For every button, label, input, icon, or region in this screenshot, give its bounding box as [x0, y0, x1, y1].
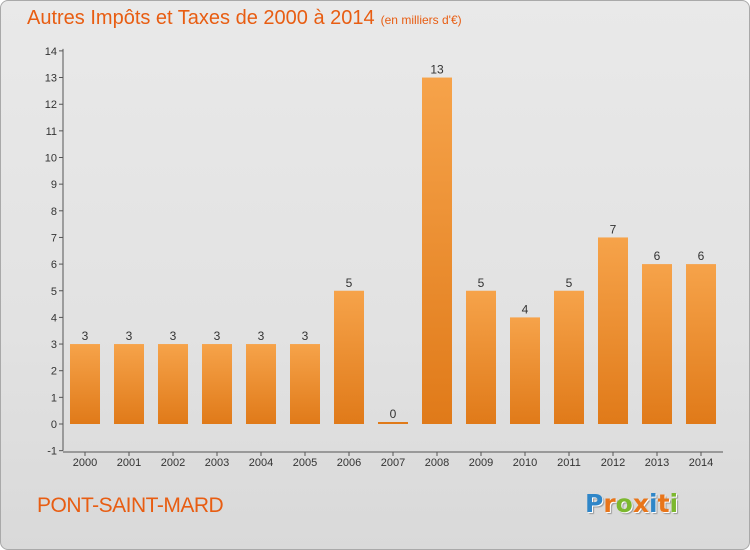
x-tick-label-2006: 2006 — [337, 457, 361, 469]
x-tick-label-2010: 2010 — [513, 457, 537, 469]
data-label-2014: 6 — [698, 249, 705, 263]
bar-2011 — [554, 290, 584, 424]
bar-2008 — [422, 77, 452, 425]
y-tick-label-10: 10 — [45, 153, 57, 165]
x-tick-label-2011: 2011 — [557, 457, 581, 469]
data-label-2002: 3 — [170, 329, 177, 343]
bar-2012 — [598, 237, 628, 424]
logo-letter-6: i — [669, 489, 679, 518]
x-tick-label-2012: 2012 — [601, 457, 625, 469]
chart-unit-note: (en milliers d'€) — [380, 13, 462, 27]
bar-2009 — [466, 290, 496, 424]
bar-2004 — [246, 344, 276, 424]
bar-2003 — [202, 344, 232, 424]
y-tick-label-12: 12 — [45, 99, 57, 111]
y-tick-label-14: 14 — [45, 46, 57, 58]
data-label-2009: 5 — [478, 276, 485, 290]
data-label-2008: 13 — [430, 63, 444, 77]
x-tick-label-2003: 2003 — [205, 457, 229, 469]
x-tick-label-2005: 2005 — [293, 457, 317, 469]
data-label-2006: 5 — [346, 276, 353, 290]
data-label-2005: 3 — [302, 329, 309, 343]
data-label-2012: 7 — [610, 222, 617, 236]
chart-title-text: Autres Impôts et Taxes de 2000 à 2014 — [27, 7, 375, 29]
y-tick-label-3: 3 — [51, 339, 57, 351]
x-tick-label-2009: 2009 — [469, 457, 493, 469]
y-tick-label-1: 1 — [51, 392, 57, 404]
bar-2005 — [290, 344, 320, 424]
logo-letter-2: o — [615, 489, 633, 518]
logo-letter-0: P — [585, 489, 604, 518]
commune-name: PONT-SAINT-MARD — [37, 494, 224, 517]
y-tick-label-11: 11 — [46, 126, 57, 138]
x-tick-label-2013: 2013 — [645, 457, 669, 469]
logo-letter-1: r — [603, 489, 616, 518]
data-label-2003: 3 — [214, 329, 221, 343]
y-tick-label-9: 9 — [51, 179, 57, 191]
proxiti-logo[interactable]: Proxiti — [585, 489, 678, 518]
x-tick-label-2002: 2002 — [161, 457, 185, 469]
data-label-2001: 3 — [126, 329, 133, 343]
y-tick-label-4: 4 — [51, 312, 57, 324]
y-tick-label-2: 2 — [51, 366, 57, 378]
logo-letter-4: i — [649, 489, 658, 518]
bar-2006 — [334, 290, 364, 424]
x-tick-label-2008: 2008 — [425, 457, 449, 469]
data-label-2013: 6 — [654, 249, 661, 263]
logo-letter-5: t — [657, 489, 670, 518]
x-tick-label-2004: 2004 — [249, 457, 273, 469]
x-tick-label-2014: 2014 — [689, 457, 713, 469]
x-tick-label-2001: 2001 — [117, 457, 141, 469]
bar-2010 — [510, 317, 540, 424]
chart-title: Autres Impôts et Taxes de 2000 à 2014 (en… — [27, 7, 462, 30]
data-label-2007: 0 — [390, 407, 397, 421]
y-tick-label-13: 13 — [45, 73, 57, 85]
y-tick-label-5: 5 — [51, 286, 57, 298]
y-tick-label-8: 8 — [51, 206, 57, 218]
data-label-2011: 5 — [566, 276, 573, 290]
y-tick-label-7: 7 — [51, 232, 57, 244]
data-label-2000: 3 — [82, 329, 89, 343]
bar-2001 — [114, 344, 144, 424]
y-tick-label-0: 0 — [51, 419, 57, 431]
data-label-2010: 4 — [522, 302, 529, 316]
x-tick-label-2007: 2007 — [381, 457, 405, 469]
logo-letter-3: x — [632, 489, 649, 518]
y-tick-label-6: 6 — [51, 259, 57, 271]
bar-2000 — [70, 344, 100, 424]
data-label-2004: 3 — [258, 329, 265, 343]
x-tick-label-2000: 2000 — [73, 457, 97, 469]
bar-2007 — [378, 422, 408, 424]
bar-2014 — [686, 264, 716, 424]
bar-2013 — [642, 264, 672, 424]
y-tick-label--1: -1 — [47, 446, 57, 458]
bar-2002 — [158, 344, 188, 424]
